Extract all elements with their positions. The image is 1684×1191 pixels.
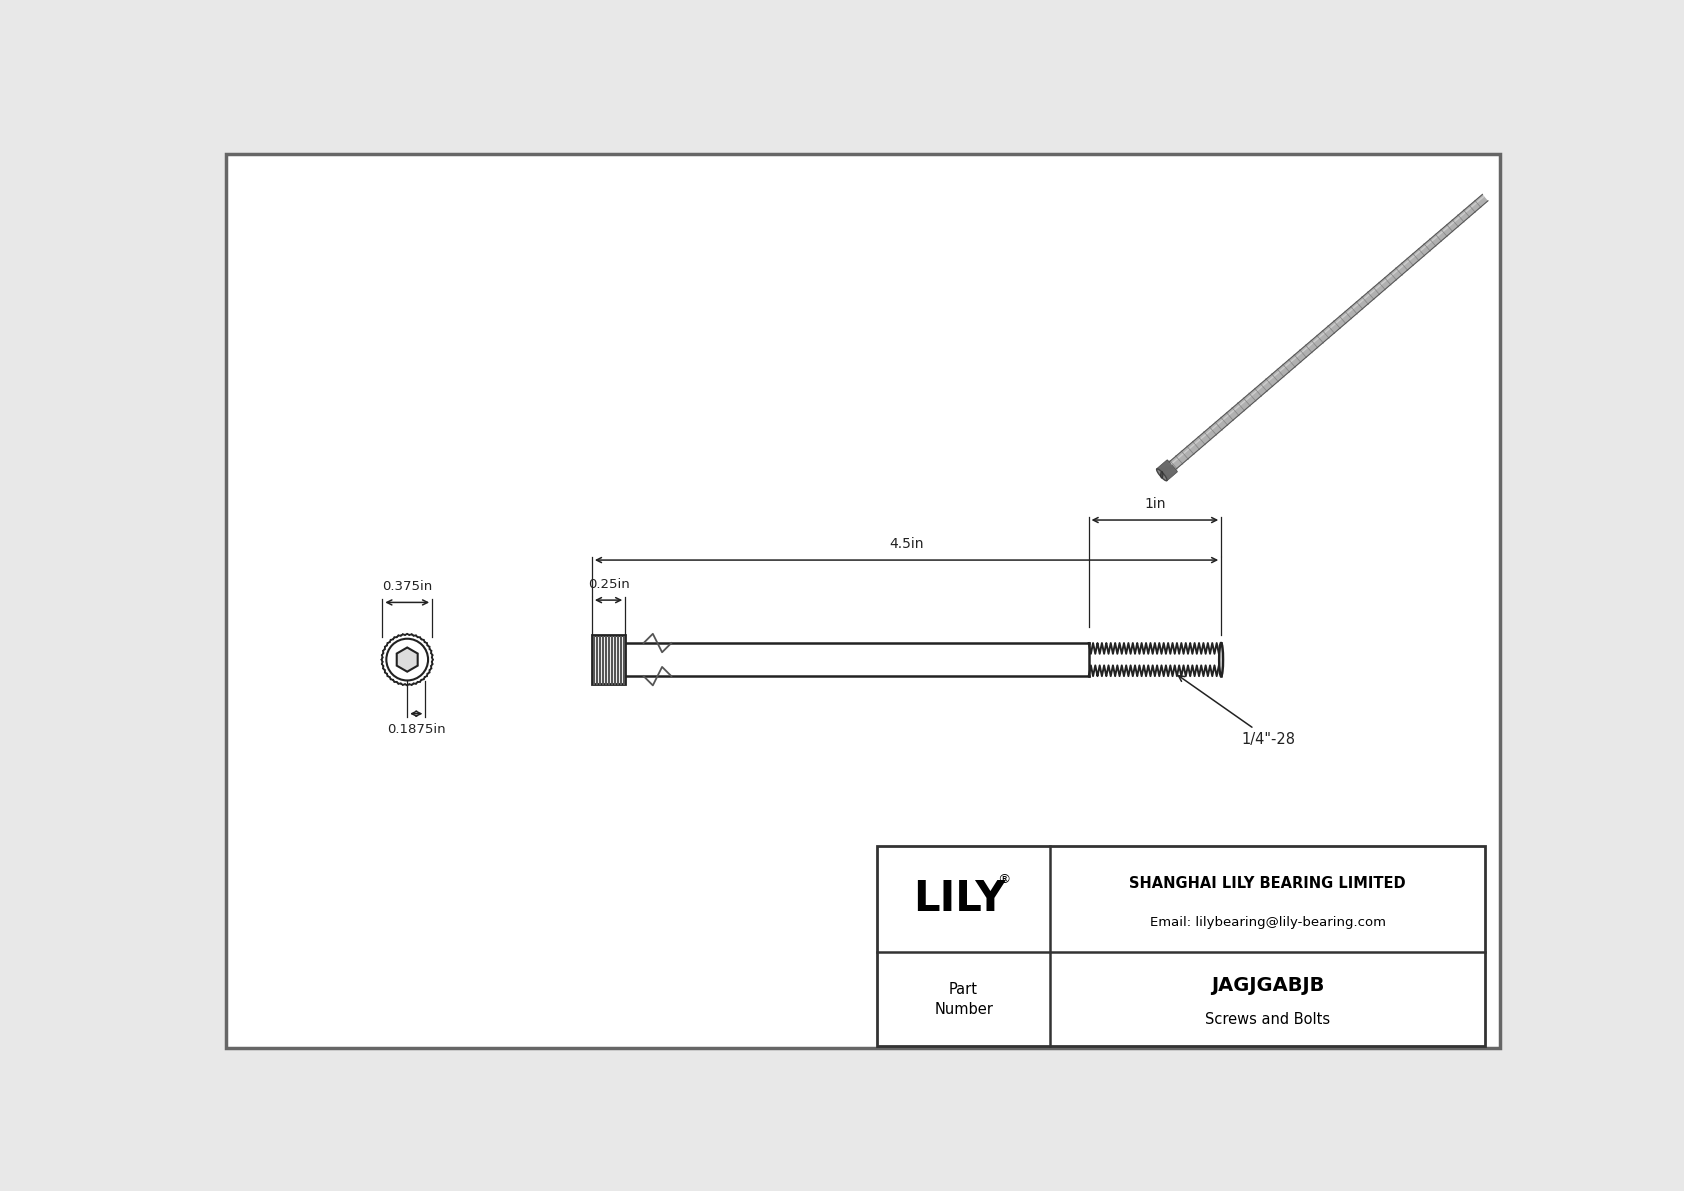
Polygon shape xyxy=(1169,194,1489,469)
Polygon shape xyxy=(1157,460,1177,481)
Text: 1in: 1in xyxy=(1143,497,1165,511)
FancyBboxPatch shape xyxy=(226,155,1500,1048)
Ellipse shape xyxy=(1157,469,1167,481)
Text: 0.375in: 0.375in xyxy=(382,580,433,593)
Text: LILY: LILY xyxy=(913,878,1005,921)
Text: 0.1875in: 0.1875in xyxy=(387,723,446,736)
Polygon shape xyxy=(1170,195,1485,464)
Text: Part
Number: Part Number xyxy=(935,981,994,1017)
Text: Email: lilybearing@lily-bearing.com: Email: lilybearing@lily-bearing.com xyxy=(1150,916,1386,929)
Ellipse shape xyxy=(1219,643,1223,676)
Text: ®: ® xyxy=(997,873,1010,886)
Bar xyxy=(877,846,1485,1046)
Text: JAGJGABJB: JAGJGABJB xyxy=(1211,975,1324,994)
Text: Screws and Bolts: Screws and Bolts xyxy=(1206,1012,1330,1028)
Polygon shape xyxy=(1160,472,1164,478)
Polygon shape xyxy=(397,648,418,672)
Text: 0.25in: 0.25in xyxy=(588,578,630,591)
Bar xyxy=(593,635,625,685)
Text: SHANGHAI LILY BEARING LIMITED: SHANGHAI LILY BEARING LIMITED xyxy=(1130,875,1406,891)
Text: 1/4"-28: 1/4"-28 xyxy=(1179,675,1297,747)
Circle shape xyxy=(386,638,428,680)
Text: 4.5in: 4.5in xyxy=(889,537,925,550)
